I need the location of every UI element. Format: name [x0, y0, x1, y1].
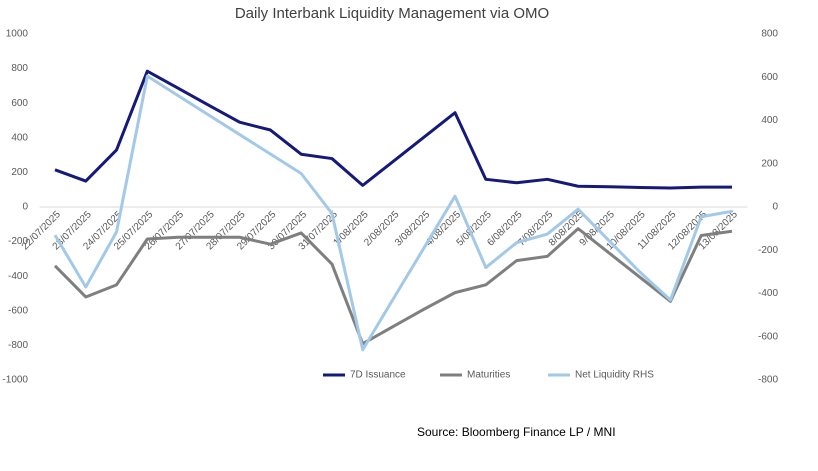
y-tick-label: -200	[8, 236, 28, 247]
y-tick-label: -600	[8, 305, 28, 316]
y2-tick-label: -600	[758, 331, 778, 342]
legend-label: Net Liquidity RHS	[575, 370, 654, 381]
source-note: Source: Bloomberg Finance LP / MNI	[417, 425, 616, 439]
y2-tick-label: 400	[761, 115, 778, 126]
y-tick-label: 0	[22, 202, 28, 213]
y2-tick-label: -400	[758, 288, 778, 299]
y-tick-label: -800	[8, 340, 28, 351]
series-line	[53, 74, 733, 352]
y2-tick-label: 600	[761, 72, 778, 83]
y-tick-label: -1000	[2, 375, 28, 386]
y2-tick-label: 0	[772, 202, 778, 213]
y-tick-label: 800	[11, 63, 28, 74]
y-tick-label: 1000	[6, 29, 29, 40]
y-tick-label: 400	[11, 132, 28, 143]
legend-label: 7D Issuance	[350, 370, 406, 381]
y2-tick-label: -200	[758, 245, 778, 256]
y2-tick-label: 200	[761, 158, 778, 169]
series-line	[53, 227, 733, 346]
y2-tick-label: -800	[758, 375, 778, 386]
y-tick-label: 600	[11, 98, 28, 109]
legend-label: Maturities	[467, 370, 510, 381]
chart-title: Daily Interbank Liquidity Management via…	[235, 5, 549, 22]
y-tick-label: -400	[8, 271, 28, 282]
y2-tick-label: 800	[761, 29, 778, 40]
y-tick-label: 200	[11, 167, 28, 178]
series-line	[54, 69, 732, 190]
